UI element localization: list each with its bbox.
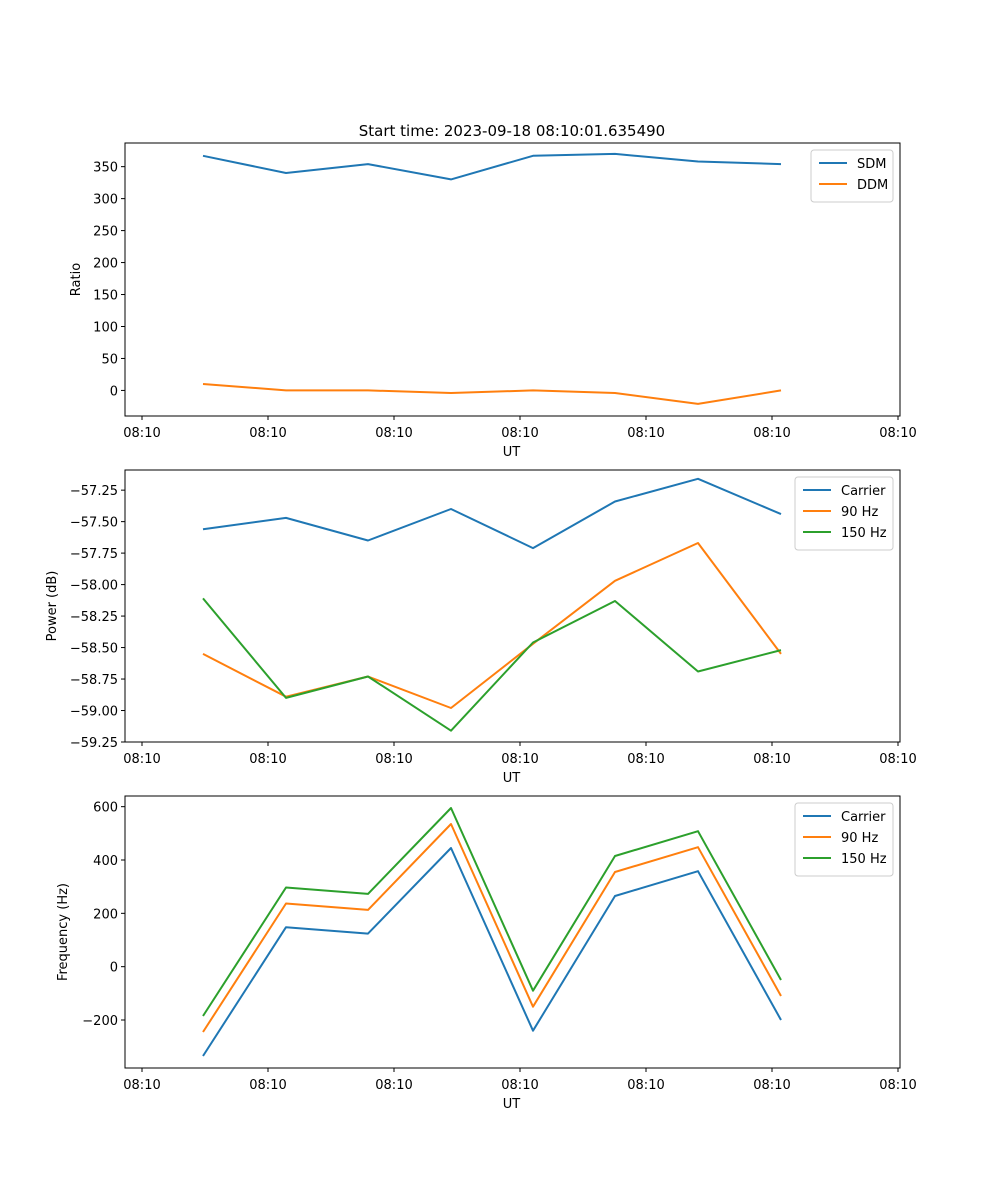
x-tick-label: 08:10 bbox=[879, 752, 916, 767]
legend-label: 90 Hz bbox=[841, 505, 878, 520]
series-line-carrier bbox=[202, 847, 782, 1057]
legend: Carrier 90 Hz 150 Hz bbox=[794, 802, 894, 877]
x-tick-label: 08:10 bbox=[123, 752, 160, 767]
x-tick-label: 08:10 bbox=[249, 426, 286, 441]
x-tick-label: 08:10 bbox=[123, 1078, 160, 1093]
series-line-150-hz bbox=[202, 597, 782, 732]
series-line-sdm bbox=[202, 152, 782, 181]
legend-label: SDM bbox=[857, 157, 886, 172]
y-tick-label: 200 bbox=[93, 907, 118, 922]
x-axis-label: UT bbox=[503, 1097, 521, 1112]
y-tick-label: −57.75 bbox=[70, 547, 118, 562]
x-tick-label: 08:10 bbox=[501, 426, 538, 441]
y-tick-label: 150 bbox=[93, 289, 118, 304]
legend: SDM DDM bbox=[810, 149, 894, 203]
plot-frame bbox=[124, 142, 901, 417]
y-axis-label: Ratio bbox=[69, 263, 84, 296]
y-tick-label: −200 bbox=[82, 1014, 118, 1029]
series-line-150-hz bbox=[202, 807, 782, 1017]
x-tick-label: 08:10 bbox=[249, 752, 286, 767]
y-tick-label: −57.25 bbox=[70, 484, 118, 499]
y-tick-label: 250 bbox=[93, 225, 118, 240]
x-tick-label: 08:10 bbox=[753, 426, 790, 441]
x-axis-label: UT bbox=[503, 445, 521, 460]
legend: Carrier 90 Hz 150 Hz bbox=[794, 476, 894, 551]
x-tick-label: 08:10 bbox=[879, 1078, 916, 1093]
x-tick-label: 08:10 bbox=[753, 1078, 790, 1093]
chart-panel-3: 08:10 08:10 08:10 08:10 08:10 08:10 08:10 UT −20… bbox=[56, 795, 917, 1112]
legend-label: Carrier bbox=[841, 810, 886, 825]
y-tick-label: −59.00 bbox=[70, 705, 118, 720]
y-tick-label: −58.50 bbox=[70, 642, 118, 657]
y-tick-label: −57.50 bbox=[70, 516, 118, 531]
y-tick-label: 0 bbox=[110, 384, 118, 399]
y-axis-label: Power (dB) bbox=[45, 571, 60, 642]
y-tick-label: −58.00 bbox=[70, 579, 118, 594]
x-tick-label: 08:10 bbox=[123, 426, 160, 441]
y-tick-label: 0 bbox=[110, 961, 118, 976]
x-tick-label: 08:10 bbox=[501, 1078, 538, 1093]
y-axis-label: Frequency (Hz) bbox=[56, 883, 71, 981]
y-tick-label: −59.25 bbox=[70, 736, 118, 751]
chart-panel-1: 08:10 08:10 08:10 08:10 08:10 08:10 08:10 UT 0 50… bbox=[69, 142, 917, 460]
plot-frame bbox=[124, 469, 901, 743]
plot-frame bbox=[124, 795, 901, 1069]
series-line-90-hz bbox=[202, 823, 782, 1033]
y-tick-label: −58.75 bbox=[70, 673, 118, 688]
legend-label: 150 Hz bbox=[841, 526, 887, 541]
y-tick-label: 100 bbox=[93, 320, 118, 335]
x-tick-label: 08:10 bbox=[501, 752, 538, 767]
legend-label: 150 Hz bbox=[841, 852, 887, 867]
x-tick-label: 08:10 bbox=[627, 426, 664, 441]
x-tick-label: 08:10 bbox=[879, 426, 916, 441]
y-tick-label: 600 bbox=[93, 801, 118, 816]
x-tick-label: 08:10 bbox=[627, 752, 664, 767]
series-line-ddm bbox=[202, 383, 782, 405]
legend-label: Carrier bbox=[841, 484, 886, 499]
chart-title: Start time: 2023-09-18 08:10:01.635490 bbox=[359, 122, 665, 140]
x-tick-label: 08:10 bbox=[375, 752, 412, 767]
x-tick-label: 08:10 bbox=[627, 1078, 664, 1093]
legend-label: 90 Hz bbox=[841, 831, 878, 846]
x-tick-label: 08:10 bbox=[753, 752, 790, 767]
y-tick-label: 300 bbox=[93, 193, 118, 208]
x-tick-label: 08:10 bbox=[375, 1078, 412, 1093]
x-tick-label: 08:10 bbox=[375, 426, 412, 441]
series-line-carrier bbox=[202, 477, 782, 550]
series-line-90-hz bbox=[202, 542, 782, 709]
y-tick-label: −58.25 bbox=[70, 610, 118, 625]
y-tick-label: 350 bbox=[93, 161, 118, 176]
y-tick-label: 50 bbox=[101, 352, 118, 367]
y-tick-label: 400 bbox=[93, 854, 118, 869]
chart-panel-2: 08:10 08:10 08:10 08:10 08:10 08:10 08:10 UT −59… bbox=[45, 469, 917, 786]
legend-label: DDM bbox=[857, 178, 888, 193]
y-tick-label: 200 bbox=[93, 257, 118, 272]
x-axis-label: UT bbox=[503, 771, 521, 786]
x-tick-label: 08:10 bbox=[249, 1078, 286, 1093]
